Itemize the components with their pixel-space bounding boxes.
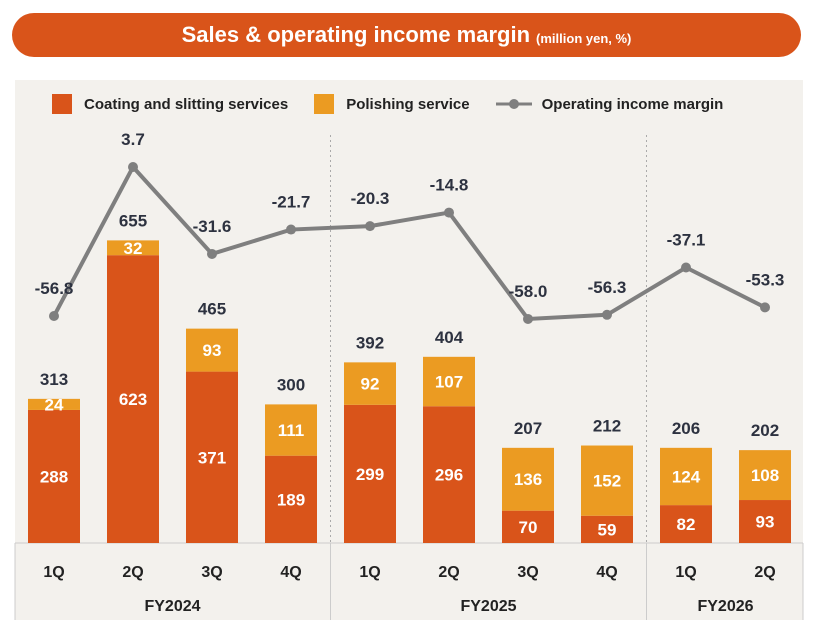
data-label-coating: 59: [598, 520, 617, 539]
data-label-coating: 288: [40, 467, 68, 486]
data-label-total: 207: [514, 419, 542, 438]
data-label-total: 212: [593, 417, 621, 436]
margin-point: [523, 313, 533, 324]
category-label: 3Q: [201, 564, 222, 581]
bar-coating: [581, 515, 633, 543]
data-label-polishing: 92: [361, 375, 380, 394]
margin-point: [128, 162, 138, 172]
margin-point: [365, 221, 375, 232]
data-label-coating: 623: [119, 390, 147, 409]
data-label-polishing: 124: [672, 467, 701, 486]
bar-polishing: [739, 450, 791, 501]
chart-title: Sales & operating income margin: [181, 22, 531, 47]
category-label: 1Q: [675, 564, 696, 581]
data-label-coating: 189: [277, 490, 305, 509]
margin-point: [207, 248, 217, 259]
data-label-margin: -56.3: [588, 278, 627, 297]
data-label-margin: 3.7: [121, 130, 145, 149]
category-label: 1Q: [359, 564, 380, 581]
group-label: FY2026: [697, 598, 753, 615]
bar-coating: [28, 409, 80, 543]
group-label: FY2025: [460, 598, 516, 615]
category-label: 3Q: [517, 564, 538, 581]
legend-label-polishing: Polishing service: [346, 95, 470, 113]
data-label-margin: -58.0: [509, 282, 548, 301]
data-label-total: 404: [435, 328, 464, 347]
legend-swatch-polishing: [314, 94, 335, 114]
data-label-total: 202: [751, 421, 779, 440]
data-label-coating: 296: [435, 466, 463, 485]
category-label: 2Q: [438, 564, 459, 581]
data-label-total: 206: [672, 419, 700, 438]
data-label-coating: 299: [356, 465, 384, 484]
legend-swatch-coating: [52, 94, 72, 114]
data-label-total: 392: [356, 333, 384, 352]
bar-coating: [660, 505, 712, 543]
bar-polishing: [502, 447, 554, 511]
data-label-margin: -31.6: [193, 217, 232, 236]
data-label-polishing: 111: [278, 421, 305, 440]
data-label-coating: 82: [677, 515, 696, 534]
data-label-margin: -20.3: [351, 189, 390, 208]
category-label: 4Q: [596, 564, 617, 581]
data-label-polishing: 24: [45, 395, 64, 414]
data-label-coating: 70: [519, 518, 538, 537]
data-label-total: 300: [277, 375, 305, 394]
margin-point: [49, 311, 59, 322]
data-label-margin: -53.3: [746, 270, 785, 289]
category-label: 2Q: [754, 564, 775, 581]
data-label-coating: 93: [756, 513, 775, 532]
legend-label-margin: Operating income margin: [541, 95, 724, 113]
legend-item-polishing: Polishing service: [314, 94, 470, 114]
bar-coating: [186, 371, 238, 543]
bar-coating: [739, 500, 791, 543]
bar-polishing: [107, 240, 159, 256]
bar-polishing: [186, 328, 238, 372]
bar-coating: [107, 255, 159, 543]
legend-item-coating: Coating and slitting services: [52, 94, 288, 114]
margin-point: [444, 207, 454, 218]
data-label-polishing: 136: [514, 470, 542, 489]
chart-subtitle: (million yen, %): [536, 30, 632, 46]
margin-point: [602, 309, 612, 320]
bar-coating: [502, 510, 554, 543]
bar-coating: [423, 406, 475, 543]
bar-polishing: [581, 445, 633, 516]
group-label: FY2024: [144, 598, 200, 615]
data-label-total: 465: [198, 300, 226, 319]
data-label-polishing: 108: [751, 466, 779, 485]
bar-polishing: [28, 398, 80, 410]
legend-line-marker-icon: [495, 99, 532, 109]
data-label-margin: -14.8: [430, 176, 469, 195]
category-label: 2Q: [122, 564, 143, 581]
chart-title-banner: Sales & operating income margin (million…: [12, 13, 801, 57]
margin-point: [286, 224, 296, 235]
bar-polishing: [660, 447, 712, 506]
data-label-coating: 371: [198, 448, 226, 467]
data-label-polishing: 107: [435, 373, 463, 392]
data-label-polishing: 93: [203, 341, 222, 360]
bar-coating: [265, 455, 317, 543]
legend-item-margin: Operating income margin: [495, 95, 724, 113]
data-label-polishing: 32: [124, 239, 143, 258]
data-label-margin: -37.1: [667, 230, 706, 249]
bar-polishing: [423, 356, 475, 407]
margin-point: [681, 262, 691, 273]
legend-label-coating: Coating and slitting services: [84, 95, 289, 113]
bar-polishing: [344, 362, 396, 405]
bar-polishing: [265, 404, 317, 456]
category-label: 4Q: [280, 564, 301, 581]
data-label-margin: -56.8: [35, 279, 74, 298]
margin-line: [52, 163, 766, 322]
category-label: 1Q: [43, 564, 64, 581]
data-label-total: 313: [40, 370, 68, 389]
data-label-polishing: 152: [593, 472, 621, 491]
data-label-total: 655: [119, 211, 147, 230]
data-label-margin: -21.7: [272, 193, 311, 212]
legend: Coating and slitting services Polishing …: [52, 94, 749, 114]
margin-point: [760, 302, 770, 313]
bar-coating: [344, 404, 396, 543]
